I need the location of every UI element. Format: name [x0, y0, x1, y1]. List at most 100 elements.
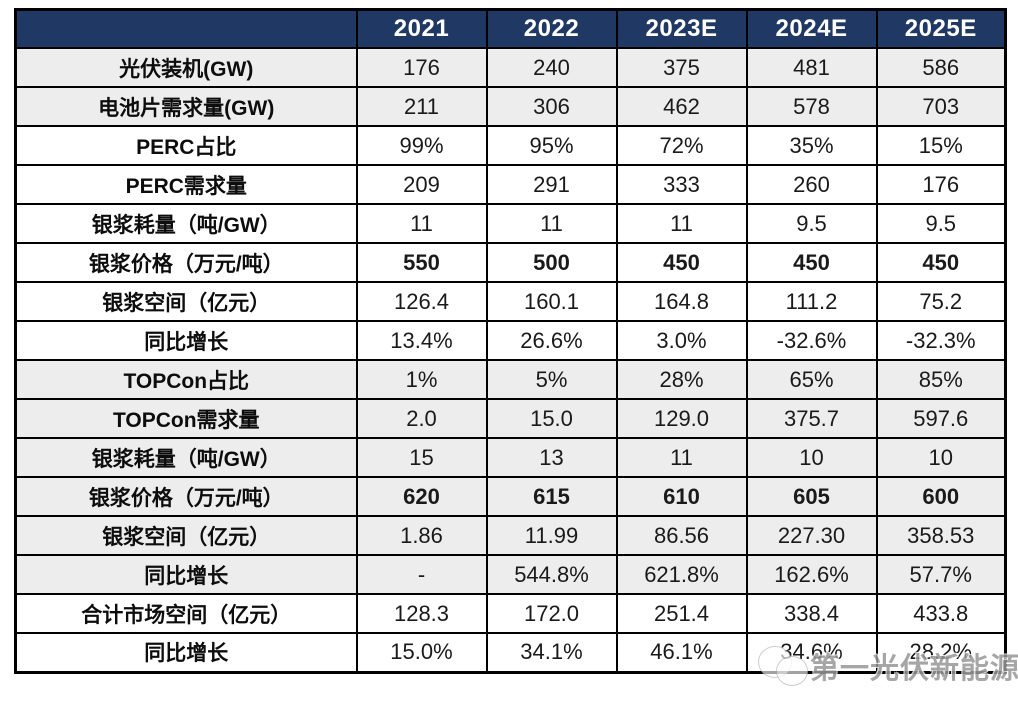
- data-cell: 375: [615, 47, 748, 88]
- data-cell: 34.1%: [485, 632, 618, 673]
- table-row: 电池片需求量(GW) 211 306 462 578 703: [14, 86, 1007, 127]
- row-label: 同比增长: [14, 554, 358, 595]
- data-cell: 15%: [875, 125, 1007, 166]
- row-label: 同比增长: [14, 320, 358, 361]
- data-cell: 75.2: [875, 281, 1007, 322]
- table-row: PERC需求量 209 291 333 260 176: [14, 164, 1007, 205]
- table-row: 银浆空间（亿元） 126.4 160.1 164.8 111.2 75.2: [14, 281, 1007, 322]
- table-row: 同比增长 -544.8% 621.8% 162.6% 57.7%: [14, 554, 1007, 595]
- row-label: 银浆价格（万元/吨）: [14, 242, 358, 283]
- row-label: 同比增长: [14, 632, 358, 673]
- table-row: TOPCon需求量 2.0 15.0 129.0 375.7 597.6: [14, 398, 1007, 439]
- row-label: 银浆耗量（吨/GW）: [14, 437, 358, 478]
- data-cell: 46.1%: [615, 632, 748, 673]
- data-cell: 597.6: [875, 398, 1007, 439]
- data-cell: 11.99: [485, 515, 618, 556]
- row-label: PERC需求量: [14, 164, 358, 205]
- header-cell-year: 2023E: [615, 8, 748, 49]
- data-cell: 172.0: [485, 593, 618, 634]
- table-row: PERC占比 99% 95% 72% 35% 15%: [14, 125, 1007, 166]
- data-cell: 600: [875, 476, 1007, 517]
- data-cell: 11: [615, 437, 748, 478]
- table-row: 银浆耗量（吨/GW） 15 13 11 10 10: [14, 437, 1007, 478]
- data-cell: 703: [875, 86, 1007, 127]
- data-cell: 358.53: [875, 515, 1007, 556]
- data-cell: 86.56: [615, 515, 748, 556]
- row-label: 银浆耗量（吨/GW）: [14, 203, 358, 244]
- data-cell: 26.6%: [485, 320, 618, 361]
- header-cell-year: 2021: [355, 8, 488, 49]
- data-cell: 586: [875, 47, 1007, 88]
- data-cell: 10: [875, 437, 1007, 478]
- data-cell: 5%: [485, 359, 618, 400]
- data-cell: -32.6%: [745, 320, 878, 361]
- data-cell: 57.7%: [875, 554, 1007, 595]
- header-cell-year: 2025E: [875, 8, 1007, 49]
- table-row: TOPCon占比 1% 5% 28% 65% 85%: [14, 359, 1007, 400]
- data-cell: 65%: [745, 359, 878, 400]
- data-cell: 211: [355, 86, 488, 127]
- row-label: TOPCon占比: [14, 359, 358, 400]
- table-row: 光伏装机(GW) 176 240 375 481 586: [14, 47, 1007, 88]
- data-cell: 338.4: [745, 593, 878, 634]
- table-header-row: 2021 2022 2023E 2024E 2025E: [14, 8, 1007, 49]
- data-cell: -32.3%: [875, 320, 1007, 361]
- data-cell: 95%: [485, 125, 618, 166]
- data-cell: 35%: [745, 125, 878, 166]
- table-row: 银浆空间（亿元） 1.86 11.99 86.56 227.30 358.53: [14, 515, 1007, 556]
- table-row: 银浆价格（万元/吨） 550 500 450 450 450: [14, 242, 1007, 283]
- row-label: 光伏装机(GW): [14, 47, 358, 88]
- data-cell: 164.8: [615, 281, 748, 322]
- data-cell: 610: [615, 476, 748, 517]
- data-cell: 13.4%: [355, 320, 488, 361]
- data-cell: -: [355, 554, 488, 595]
- data-cell: 176: [875, 164, 1007, 205]
- data-cell: 620: [355, 476, 488, 517]
- table-row: 同比增长 13.4% 26.6% 3.0% -32.6% -32.3%: [14, 320, 1007, 361]
- data-cell: 176: [355, 47, 488, 88]
- data-cell: 605: [745, 476, 878, 517]
- data-cell: 615: [485, 476, 618, 517]
- row-label: PERC占比: [14, 125, 358, 166]
- data-cell: 375.7: [745, 398, 878, 439]
- data-cell: 251.4: [615, 593, 748, 634]
- data-cell: 10: [745, 437, 878, 478]
- data-cell: 28%: [615, 359, 748, 400]
- data-cell: 111.2: [745, 281, 878, 322]
- table-row: 同比增长 15.0% 34.1% 46.1% 34.6% 28.2%: [14, 632, 1007, 673]
- data-cell: 13: [485, 437, 618, 478]
- data-cell: 15: [355, 437, 488, 478]
- data-cell: 2.0: [355, 398, 488, 439]
- data-cell: 240: [485, 47, 618, 88]
- table-row: 银浆耗量（吨/GW） 11 11 11 9.5 9.5: [14, 203, 1007, 244]
- data-cell: 1.86: [355, 515, 488, 556]
- data-cell: 9.5: [875, 203, 1007, 244]
- data-cell: 11: [355, 203, 488, 244]
- row-label: 银浆空间（亿元）: [14, 515, 358, 556]
- data-cell: 260: [745, 164, 878, 205]
- data-cell: 481: [745, 47, 878, 88]
- data-cell: 99%: [355, 125, 488, 166]
- table-row: 银浆价格（万元/吨） 620 615 610 605 600: [14, 476, 1007, 517]
- data-cell: 11: [485, 203, 618, 244]
- row-label: TOPCon需求量: [14, 398, 358, 439]
- table-row: 合计市场空间（亿元） 128.3 172.0 251.4 338.4 433.8: [14, 593, 1007, 634]
- header-cell-year: 2024E: [745, 8, 878, 49]
- row-label: 合计市场空间（亿元）: [14, 593, 358, 634]
- row-label: 电池片需求量(GW): [14, 86, 358, 127]
- data-cell: 11: [615, 203, 748, 244]
- data-cell: 129.0: [615, 398, 748, 439]
- data-cell: 462: [615, 86, 748, 127]
- data-cell: 162.6%: [745, 554, 878, 595]
- forecast-table: 2021 2022 2023E 2024E 2025E 光伏装机(GW) 176 240 37…: [14, 8, 1007, 674]
- data-cell: 550: [355, 242, 488, 283]
- data-cell: 227.30: [745, 515, 878, 556]
- data-cell: 306: [485, 86, 618, 127]
- data-cell: 450: [615, 242, 748, 283]
- data-cell: 3.0%: [615, 320, 748, 361]
- data-cell: 333: [615, 164, 748, 205]
- data-cell: 450: [875, 242, 1007, 283]
- data-cell: 15.0: [485, 398, 618, 439]
- data-cell: 15.0%: [355, 632, 488, 673]
